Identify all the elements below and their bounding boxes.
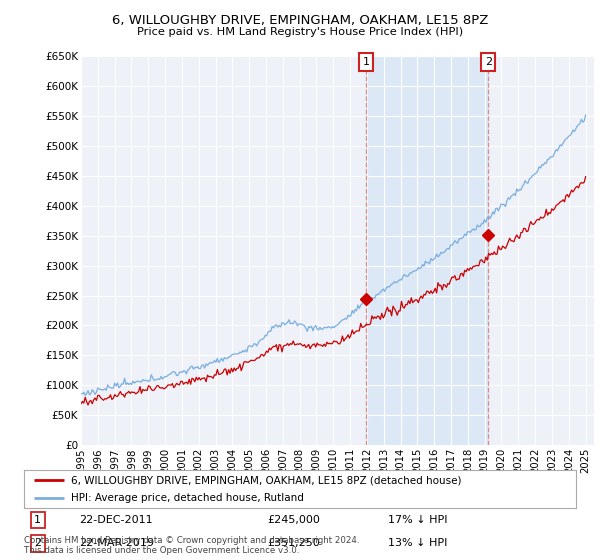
Text: 22-MAR-2019: 22-MAR-2019 [79, 538, 154, 548]
Text: 2: 2 [485, 57, 492, 67]
Text: 1: 1 [363, 57, 370, 67]
Text: 13% ↓ HPI: 13% ↓ HPI [388, 538, 448, 548]
Text: £351,250: £351,250 [267, 538, 320, 548]
Text: 17% ↓ HPI: 17% ↓ HPI [388, 515, 448, 525]
Bar [367, 56, 488, 445]
Text: Contains HM Land Registry data © Crown copyright and database right 2024.
This d: Contains HM Land Registry data © Crown c… [24, 535, 359, 555]
Text: 22-DEC-2011: 22-DEC-2011 [79, 515, 153, 525]
Text: 6, WILLOUGHBY DRIVE, EMPINGHAM, OAKHAM, LE15 8PZ (detached house): 6, WILLOUGHBY DRIVE, EMPINGHAM, OAKHAM, … [71, 475, 461, 485]
Text: 1: 1 [34, 515, 41, 525]
Text: HPI: Average price, detached house, Rutland: HPI: Average price, detached house, Rutl… [71, 493, 304, 503]
Text: Price paid vs. HM Land Registry's House Price Index (HPI): Price paid vs. HM Land Registry's House … [137, 27, 463, 37]
Text: 6, WILLOUGHBY DRIVE, EMPINGHAM, OAKHAM, LE15 8PZ: 6, WILLOUGHBY DRIVE, EMPINGHAM, OAKHAM, … [112, 14, 488, 27]
Text: £245,000: £245,000 [267, 515, 320, 525]
Text: 2: 2 [34, 538, 41, 548]
